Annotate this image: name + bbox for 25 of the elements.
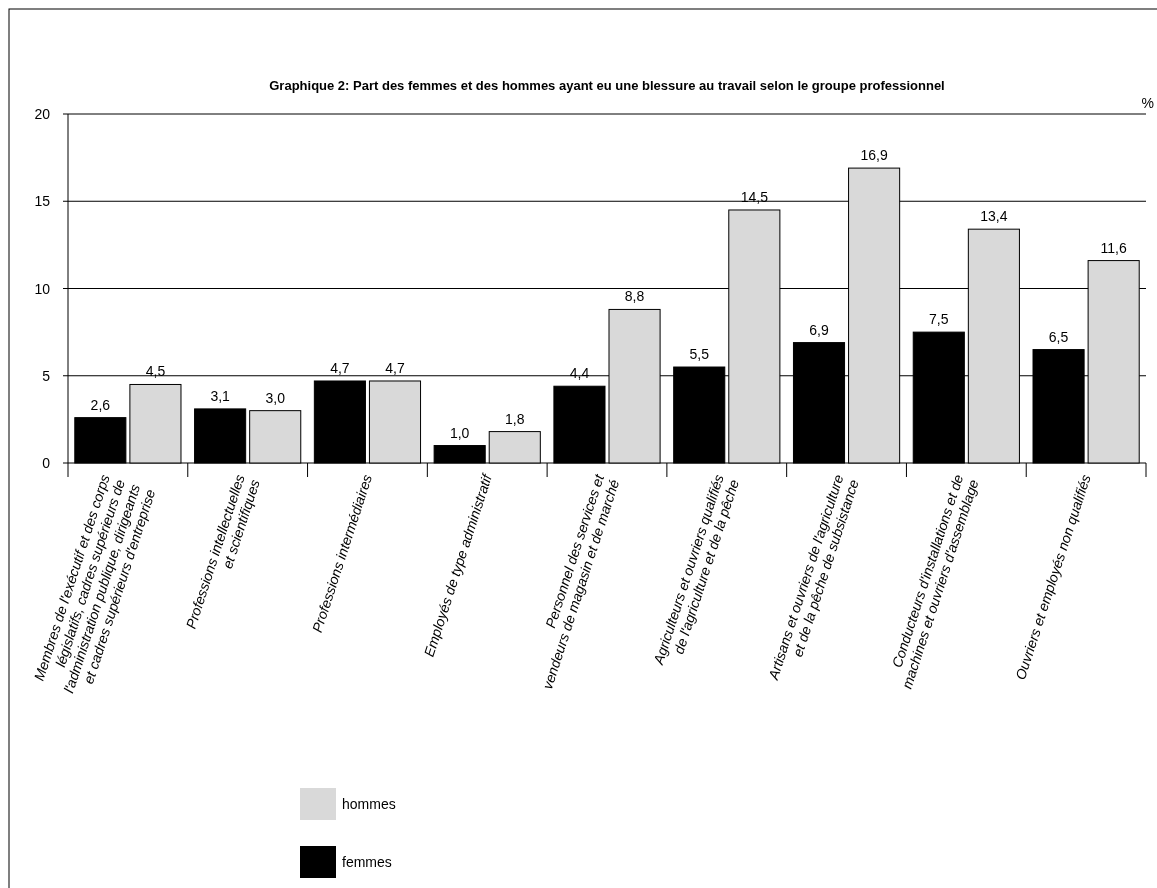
y-tick-label: 20 bbox=[34, 106, 51, 122]
data-label: 14,5 bbox=[740, 188, 769, 205]
y-tick-label: 0 bbox=[42, 455, 51, 471]
data-label: 7,5 bbox=[929, 311, 949, 328]
y-tick-label: 5 bbox=[42, 367, 51, 384]
data-label: 4,7 bbox=[385, 359, 405, 376]
data-label: 5,5 bbox=[689, 346, 710, 363]
y-tick-label: 15 bbox=[34, 193, 51, 210]
data-label: 6,9 bbox=[809, 321, 829, 338]
data-label: 8,8 bbox=[624, 288, 645, 305]
data-label: 2,6 bbox=[90, 396, 111, 413]
data-label: 1,8 bbox=[505, 410, 525, 427]
data-label: 4,7 bbox=[330, 359, 350, 376]
data-label: 16,9 bbox=[860, 147, 888, 164]
data-label: 1,0 bbox=[449, 424, 470, 441]
data-label: 3,1 bbox=[210, 387, 231, 404]
chart-title: Graphique 2: Part des femmes et des hommes ayant eu une blessure au travail selon le groupe professionnel bbox=[269, 78, 945, 93]
y-axis-title: % bbox=[1141, 95, 1154, 111]
legend-label: hommes bbox=[342, 796, 396, 812]
data-label: 3,0 bbox=[265, 389, 286, 406]
data-label: 11,6 bbox=[1100, 239, 1127, 256]
y-tick-label: 10 bbox=[34, 280, 51, 297]
legend-label: femmes bbox=[342, 854, 392, 870]
data-label: 6,5 bbox=[1048, 328, 1069, 345]
data-label: 13,4 bbox=[980, 208, 1008, 225]
